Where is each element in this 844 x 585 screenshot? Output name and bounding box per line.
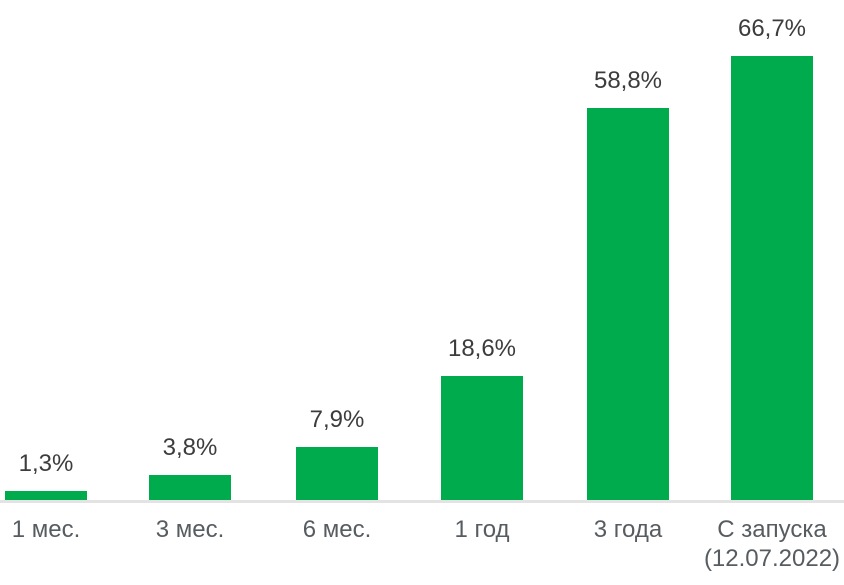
bar-value-label: 1,3% [18,450,74,477]
bar [731,56,813,500]
bar [296,447,378,500]
bar-value-label: 66,7% [737,15,807,42]
bar [149,475,231,500]
bar-value-label: 18,6% [447,335,517,362]
x-axis-line [0,500,844,503]
bar [5,491,87,500]
bar-value-label: 7,9% [309,406,365,433]
bar-group: 7,9% 6 мес. [267,0,407,585]
bar-value-label: 3,8% [162,434,218,461]
bar-group: 58,8% 3 года [558,0,698,585]
bar-group: 66,7% С запуска (12.07.2022) [702,0,842,585]
bar-group: 18,6% 1 год [412,0,552,585]
category-label: 3 мес. [155,516,225,543]
category-label: 6 мес. [302,516,372,543]
category-label: С запуска (12.07.2022) [703,516,841,572]
category-label: 3 года [593,516,663,543]
bar [587,108,669,500]
category-label: 1 мес. [11,516,81,543]
bar-group: 3,8% 3 мес. [120,0,260,585]
bar-group: 1,3% 1 мес. [0,0,116,585]
bar-value-label: 58,8% [593,67,663,94]
bar [441,376,523,500]
category-label: 1 год [454,516,510,543]
